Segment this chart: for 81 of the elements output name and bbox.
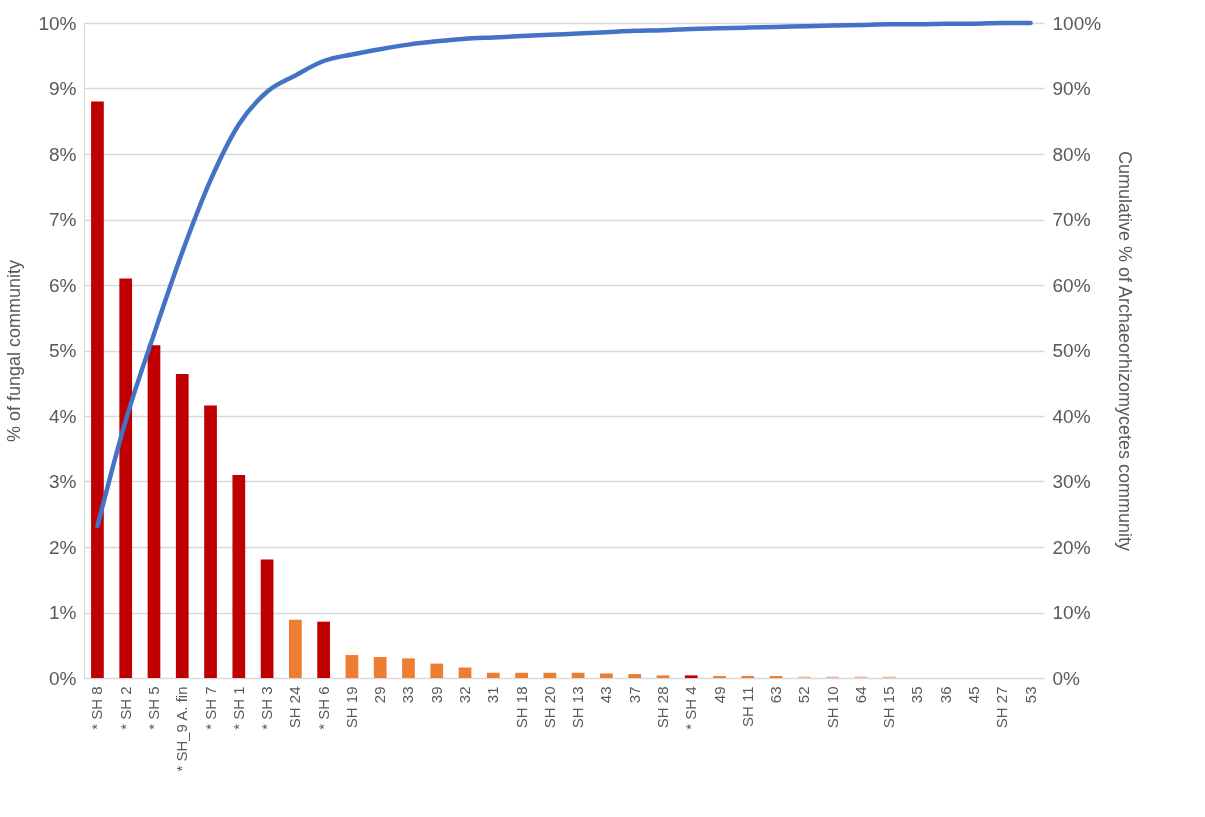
x-tick-label: 53 xyxy=(1021,686,1039,704)
bar xyxy=(204,405,217,678)
bar xyxy=(684,675,698,678)
x-tick-label: 37 xyxy=(625,686,643,704)
x-tick-label: * SH 5 xyxy=(144,686,162,730)
y-tick-label: 0% xyxy=(49,667,77,689)
x-tick-label: SH 10 xyxy=(823,686,841,729)
x-tick-label: SH 24 xyxy=(286,686,304,729)
bar xyxy=(289,619,302,678)
x-tick-label: * SH 3 xyxy=(258,686,276,730)
x-tick-label: 35 xyxy=(908,686,926,704)
x-tick-label: * SH 6 xyxy=(314,686,332,730)
y2-tick-label: 10% xyxy=(1052,602,1091,623)
y-axis-title: % of fungal community xyxy=(4,259,25,443)
x-tick-label: 36 xyxy=(936,686,954,704)
bar xyxy=(430,663,444,678)
x-tick-label: * SH 4 xyxy=(682,686,700,730)
x-tick-label: * SH 8 xyxy=(88,686,106,730)
y2-tick-label: 60% xyxy=(1052,274,1091,296)
x-tick-label: SH 15 xyxy=(880,686,898,729)
x-tick-label: 63 xyxy=(767,686,785,704)
x-tick-label: 64 xyxy=(851,686,869,704)
x-tick-label: SH 27 xyxy=(993,686,1011,729)
x-tick-label: 29 xyxy=(371,686,389,704)
bar xyxy=(175,374,189,678)
y2-tick-label: 40% xyxy=(1052,405,1091,427)
y2-tick-label: 100% xyxy=(1052,12,1102,34)
y-tick-label: 2% xyxy=(49,536,77,558)
bar xyxy=(600,673,613,678)
y-tick-label: 8% xyxy=(49,143,77,165)
y2-axis-title: Cumulative % of Archaeorhizomycetes community xyxy=(1115,150,1136,552)
bar xyxy=(656,675,670,678)
bar xyxy=(232,474,246,678)
bar xyxy=(571,672,585,678)
x-tick-label: 49 xyxy=(710,686,728,704)
y-tick-label: 6% xyxy=(49,274,77,296)
x-tick-label: * SH 1 xyxy=(229,686,247,730)
x-tick-label: 33 xyxy=(399,686,417,704)
x-tick-label: * SH_9 A. fin xyxy=(173,686,191,772)
y-tick-label: 7% xyxy=(49,209,77,230)
y2-tick-label: 30% xyxy=(1052,471,1091,492)
x-tick-label: 39 xyxy=(427,686,445,704)
x-tick-label: 32 xyxy=(456,686,474,704)
bar xyxy=(628,674,642,678)
bar xyxy=(345,655,359,678)
x-tick-label: * SH 2 xyxy=(116,686,134,730)
x-tick-label: 31 xyxy=(484,686,502,704)
y2-tick-label: 70% xyxy=(1052,209,1091,230)
line-series xyxy=(95,20,1033,529)
bar xyxy=(317,621,331,678)
x-tick-label: SH 18 xyxy=(512,686,530,729)
y2-tick-label: 0% xyxy=(1052,667,1081,689)
bar xyxy=(486,672,500,678)
bar xyxy=(260,559,274,678)
y2-tick-label: 50% xyxy=(1052,340,1091,361)
x-tick-label: SH 11 xyxy=(738,686,756,728)
y2-tick-label: 90% xyxy=(1052,78,1091,99)
x-tick-label: * SH 7 xyxy=(201,686,219,730)
y-tick-label: 3% xyxy=(49,471,77,492)
x-tick-label: SH 20 xyxy=(540,686,558,729)
x-tick-label: SH 19 xyxy=(342,686,360,729)
x-tick-label: SH 28 xyxy=(653,686,671,729)
bar xyxy=(458,667,472,678)
bar xyxy=(91,101,104,678)
x-tick-label: 52 xyxy=(795,686,813,704)
bar xyxy=(402,658,415,678)
y-tick-label: 5% xyxy=(49,340,77,361)
y-tick-label: 10% xyxy=(38,12,77,34)
bar xyxy=(147,345,161,678)
y-tick-label: 4% xyxy=(49,405,77,427)
y2-tick-label: 20% xyxy=(1052,536,1091,558)
x-tick-label: 45 xyxy=(965,686,983,704)
x-tick-label: 43 xyxy=(597,686,615,704)
bar xyxy=(515,672,528,678)
y-tick-label: 9% xyxy=(49,78,77,99)
y2-tick-label: 80% xyxy=(1052,143,1091,165)
bar xyxy=(543,672,557,678)
y-tick-label: 1% xyxy=(49,602,77,623)
bar xyxy=(373,657,387,678)
x-tick-label: SH 13 xyxy=(569,686,587,729)
bar xyxy=(119,278,133,678)
